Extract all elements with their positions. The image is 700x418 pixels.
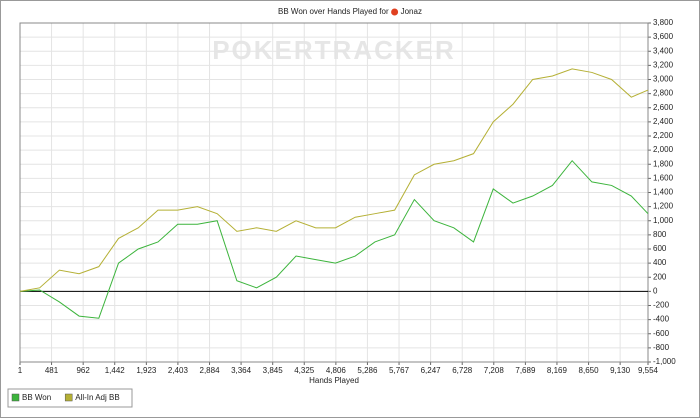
x-tick-label: 5,286	[357, 366, 378, 375]
y-tick-label: 3,200	[653, 60, 674, 69]
x-tick-label: 1,923	[136, 366, 157, 375]
y-tick-label: 3,000	[653, 75, 674, 84]
x-tick-label: 6,247	[421, 366, 442, 375]
x-tick-label: 6,728	[452, 366, 473, 375]
x-tick-label: 4,806	[326, 366, 347, 375]
legend-label: All-In Adj BB	[75, 393, 119, 402]
y-tick-label: -400	[653, 315, 670, 324]
series-line	[19, 68, 649, 292]
y-tick-label: 400	[653, 258, 667, 267]
y-tick-label: 2,000	[653, 145, 674, 154]
plot-border	[19, 22, 649, 363]
x-tick-label: 2,403	[168, 366, 189, 375]
x-tick-label: 481	[45, 366, 59, 375]
y-tick-label: 2,800	[653, 89, 674, 98]
legend-swatch	[11, 393, 20, 402]
x-tick-label: 7,208	[484, 366, 505, 375]
x-axis-label: Hands Played	[309, 376, 359, 385]
y-tick-label: 1,400	[653, 188, 674, 197]
y-tick-label: 2,600	[653, 103, 674, 112]
y-tick-label: 800	[653, 230, 667, 239]
x-tick-label: 1,442	[105, 366, 126, 375]
x-tick-label: 7,689	[515, 366, 536, 375]
x-tick-label: 8,169	[547, 366, 568, 375]
y-tick-label: 2,200	[653, 131, 674, 140]
y-tick-label: 600	[653, 244, 667, 253]
y-tick-label: -1,000	[653, 357, 676, 366]
player-icon	[391, 8, 399, 16]
y-tick-label: 1,800	[653, 159, 674, 168]
y-tick-label: -200	[653, 301, 670, 310]
y-tick-label: 1,600	[653, 173, 674, 182]
x-tick-label: 3,845	[263, 366, 284, 375]
y-tick-label: -600	[653, 329, 670, 338]
x-tick-label: 3,364	[231, 366, 252, 375]
y-tick-label: 3,800	[653, 18, 674, 27]
y-tick-label: 3,600	[653, 32, 674, 41]
y-tick-label: 200	[653, 272, 667, 281]
y-tick-label: -800	[653, 343, 670, 352]
x-tick-label: 9,130	[610, 366, 631, 375]
x-tick-label: 2,884	[200, 366, 221, 375]
x-tick-label: 9,554	[638, 366, 659, 375]
watermark: POKERTRACKER	[212, 35, 456, 65]
x-tick-label: 8,650	[579, 366, 600, 375]
y-tick-label: 0	[653, 286, 658, 295]
player-name: Jonaz	[401, 7, 422, 16]
y-tick-label: 1,200	[653, 202, 674, 211]
series-line	[19, 159, 649, 319]
y-tick-label: 2,400	[653, 117, 674, 126]
legend-swatch	[64, 393, 73, 402]
legend-label: BB Won	[22, 393, 51, 402]
chart-title: BB Won over Hands Played for	[278, 7, 389, 16]
x-tick-label: 4,325	[294, 366, 315, 375]
y-tick-label: 1,000	[653, 216, 674, 225]
x-tick-label: 1	[18, 366, 23, 375]
x-tick-label: 962	[76, 366, 90, 375]
y-tick-label: 3,400	[653, 46, 674, 55]
x-tick-label: 5,767	[389, 366, 410, 375]
